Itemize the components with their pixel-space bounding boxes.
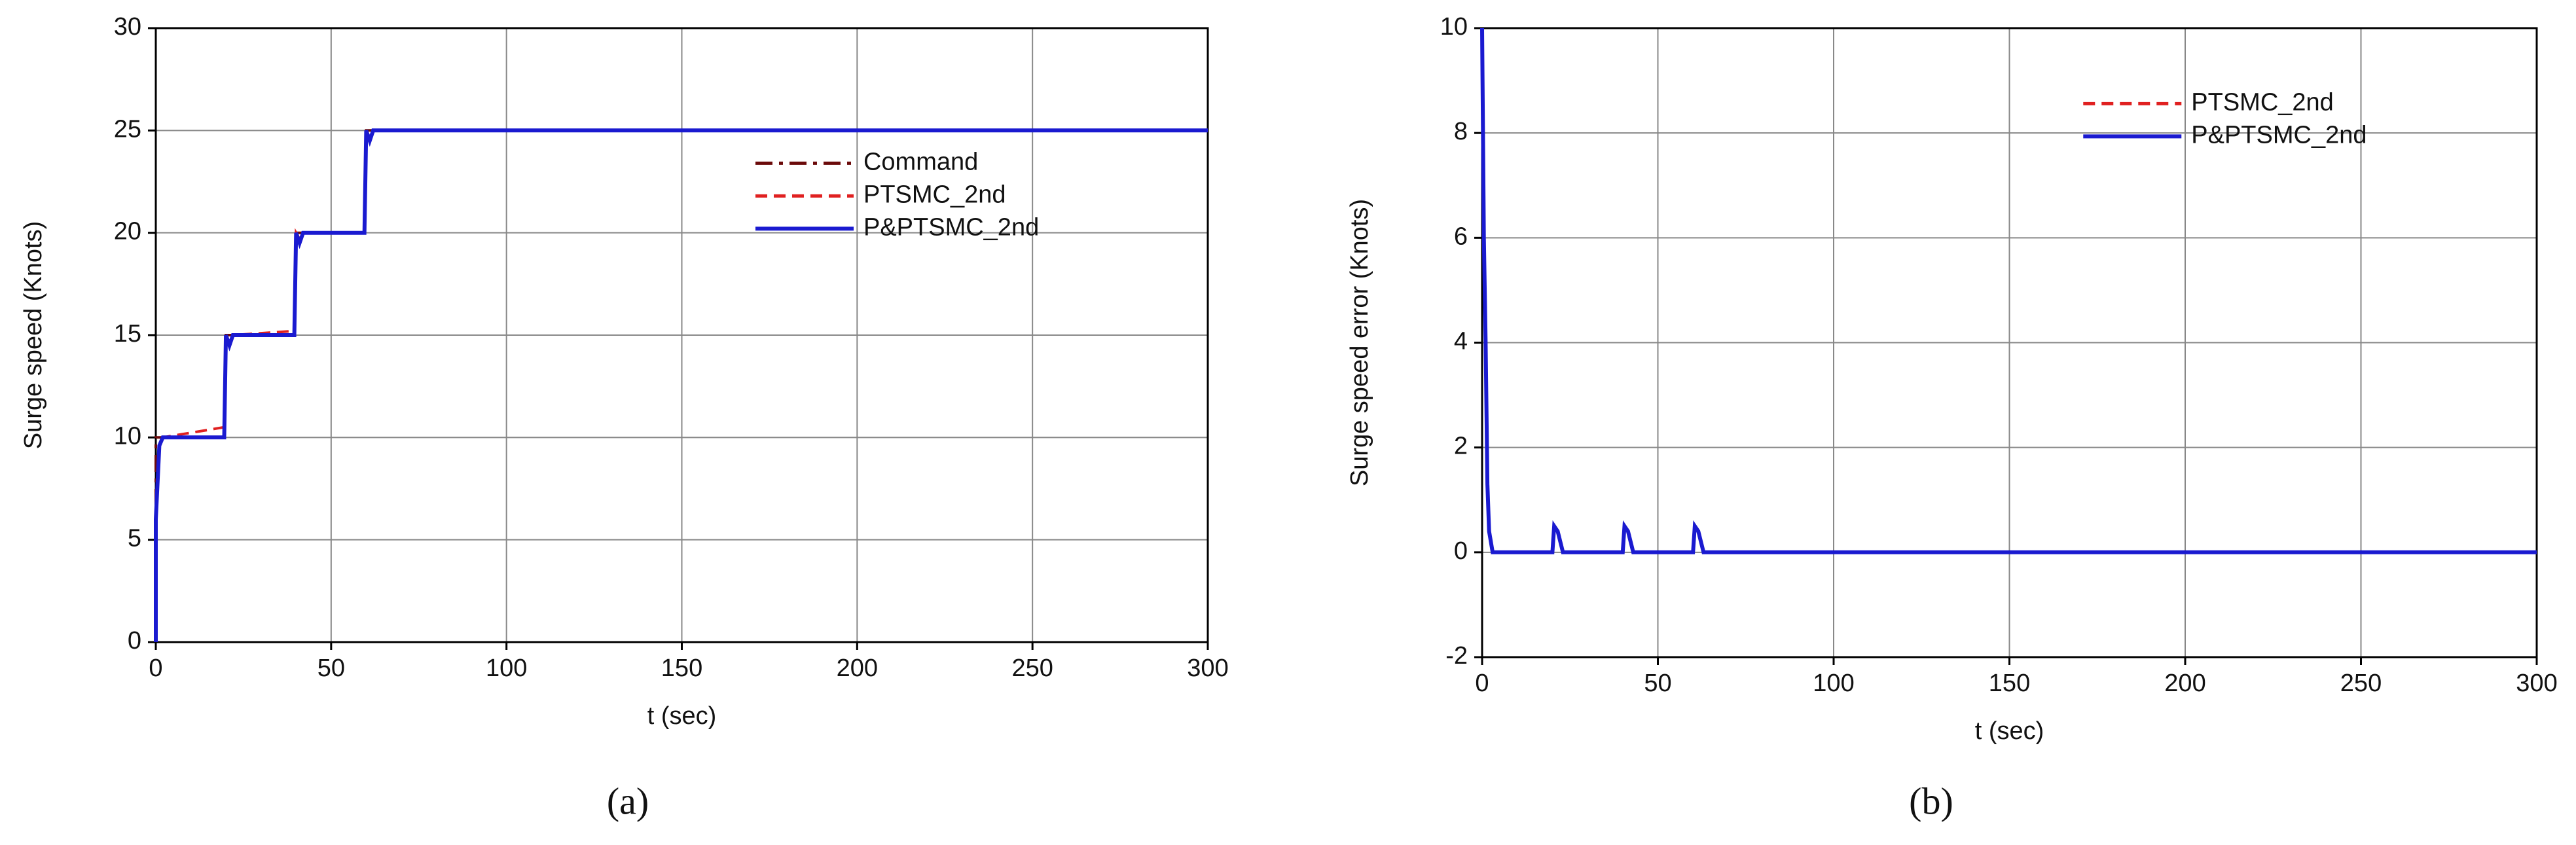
x-tick-label: 0 (1475, 670, 1489, 697)
y-tick-label: 0 (1454, 537, 1468, 565)
x-tick-label: 0 (149, 655, 162, 682)
x-tick-label: 250 (2340, 670, 2382, 697)
x-tick-label: 300 (2516, 670, 2557, 697)
y-tick-label: 10 (114, 422, 141, 450)
legend-label: P&PTSMC_2nd (863, 213, 1039, 241)
y-tick-label: 0 (128, 627, 141, 655)
y-tick-label: -2 (1445, 642, 1468, 670)
caption: (b) (1909, 780, 1953, 822)
x-tick-label: 50 (1644, 670, 1671, 697)
x-tick-label: 200 (2164, 670, 2205, 697)
x-tick-label: 100 (486, 655, 527, 682)
legend-label: PTSMC_2nd (863, 181, 1006, 208)
y-tick-label: 10 (1440, 13, 1468, 41)
series-line (1480, 27, 2537, 554)
y-tick-label: 30 (114, 13, 141, 41)
y-tick-label: 6 (1454, 223, 1468, 250)
x-tick-label: 250 (1011, 655, 1053, 682)
series-line (154, 128, 1208, 642)
x-tick-label: 300 (1187, 655, 1228, 682)
y-axis-label: Surge speed (Knots) (20, 221, 47, 450)
y-tick-label: 15 (114, 320, 141, 348)
y-axis-label: Surge speed error (Knots) (1346, 199, 1373, 486)
x-axis-label: t (sec) (1975, 717, 2044, 745)
x-tick-label: 200 (837, 655, 878, 682)
legend-label: Command (863, 148, 978, 175)
x-tick-label: 100 (1813, 670, 1854, 697)
plot-frame (1481, 27, 2538, 658)
legend-label: PTSMC_2nd (2191, 88, 2334, 116)
plot-frame (154, 27, 1209, 643)
y-tick-label: 5 (128, 525, 141, 552)
x-tick-label: 50 (317, 655, 345, 682)
x-tick-label: 150 (661, 655, 702, 682)
x-tick-label: 150 (1989, 670, 2030, 697)
y-tick-label: 8 (1454, 118, 1468, 145)
y-tick-label: 4 (1454, 328, 1468, 355)
legend-label: P&PTSMC_2nd (2191, 121, 2367, 149)
x-axis-label: t (sec) (647, 702, 717, 730)
y-tick-label: 2 (1454, 433, 1468, 460)
y-tick-label: 20 (114, 218, 141, 245)
y-tick-label: 25 (114, 115, 141, 143)
caption: (a) (607, 780, 649, 822)
